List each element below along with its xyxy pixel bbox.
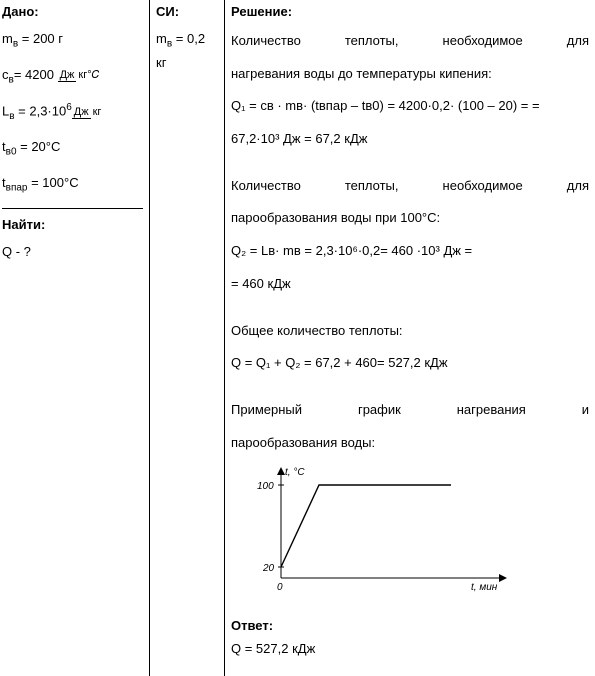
find-section: Найти: Q - ?	[2, 208, 143, 263]
solution-para-2: Количество теплоты, необходимое для	[231, 174, 589, 199]
given-specific-heat: cв= 4200 Джкг°𝐶	[2, 65, 143, 89]
solution-para-1b: нагревания воды до температуры кипения:	[231, 62, 589, 87]
si-title: СИ:	[156, 4, 218, 19]
solution-column: Решение: Количество теплоты, необходимое…	[225, 0, 595, 676]
formula-q1-b: 67,2·10³ Дж = 67,2 кДж	[231, 127, 589, 152]
given-t-initial: tв0 = 20°С	[2, 137, 143, 161]
find-title: Найти:	[2, 217, 143, 232]
si-column: СИ: mв = 0,2 кг	[150, 0, 225, 676]
answer-title: Ответ:	[231, 618, 589, 633]
svg-text:20: 20	[262, 563, 275, 574]
solution-para-4: Примерный график нагревания и	[231, 398, 589, 423]
solution-para-1: Количество теплоты, необходимое для	[231, 29, 589, 54]
svg-text:0: 0	[277, 582, 283, 593]
formula-q-total: Q = Q₁ + Q₂ = 67,2 + 460= 527,2 кДж	[231, 351, 589, 376]
answer-value: Q = 527,2 кДж	[231, 641, 589, 656]
solution-title: Решение:	[231, 4, 589, 19]
answer-block: Ответ: Q = 527,2 кДж	[231, 618, 589, 656]
given-t-vapor: tвпар = 100°С	[2, 173, 143, 197]
fraction: Джкг°𝐶	[58, 69, 102, 81]
formula-q2-b: = 460 кДж	[231, 272, 589, 297]
given-latent-heat: Lв = 2,3·106Джкг	[2, 100, 143, 125]
given-title: Дано:	[2, 4, 143, 19]
solution-para-3: Общее количество теплоты:	[231, 319, 589, 344]
chart-svg: t, °С 100 200 t, мин	[241, 463, 521, 593]
fraction: Джкг	[72, 106, 104, 118]
heating-chart: t, °С 100 200 t, мин	[241, 463, 589, 596]
formula-q2-a: Q₂ = Lв· mв = 2,3·10⁶·0,2= 460 ·10³ Дж =	[231, 239, 589, 264]
si-mass: mв = 0,2 кг	[156, 29, 218, 73]
given-mass: mв = 200 г	[2, 29, 143, 53]
svg-text:t, °С: t, °С	[285, 467, 305, 478]
solution-para-2b: парообразования воды при 100°С:	[231, 206, 589, 231]
svg-text:100: 100	[257, 481, 274, 492]
given-column: Дано: mв = 200 г cв= 4200 Джкг°𝐶 Lв = 2,…	[0, 0, 150, 676]
solution-para-4b: парообразования воды:	[231, 431, 589, 456]
svg-text:t, мин: t, мин	[471, 582, 498, 593]
formula-q1-a: Q₁ = cв · mв· (tвпар – tв0) = 4200·0,2· …	[231, 94, 589, 119]
find-line: Q - ?	[2, 242, 143, 263]
